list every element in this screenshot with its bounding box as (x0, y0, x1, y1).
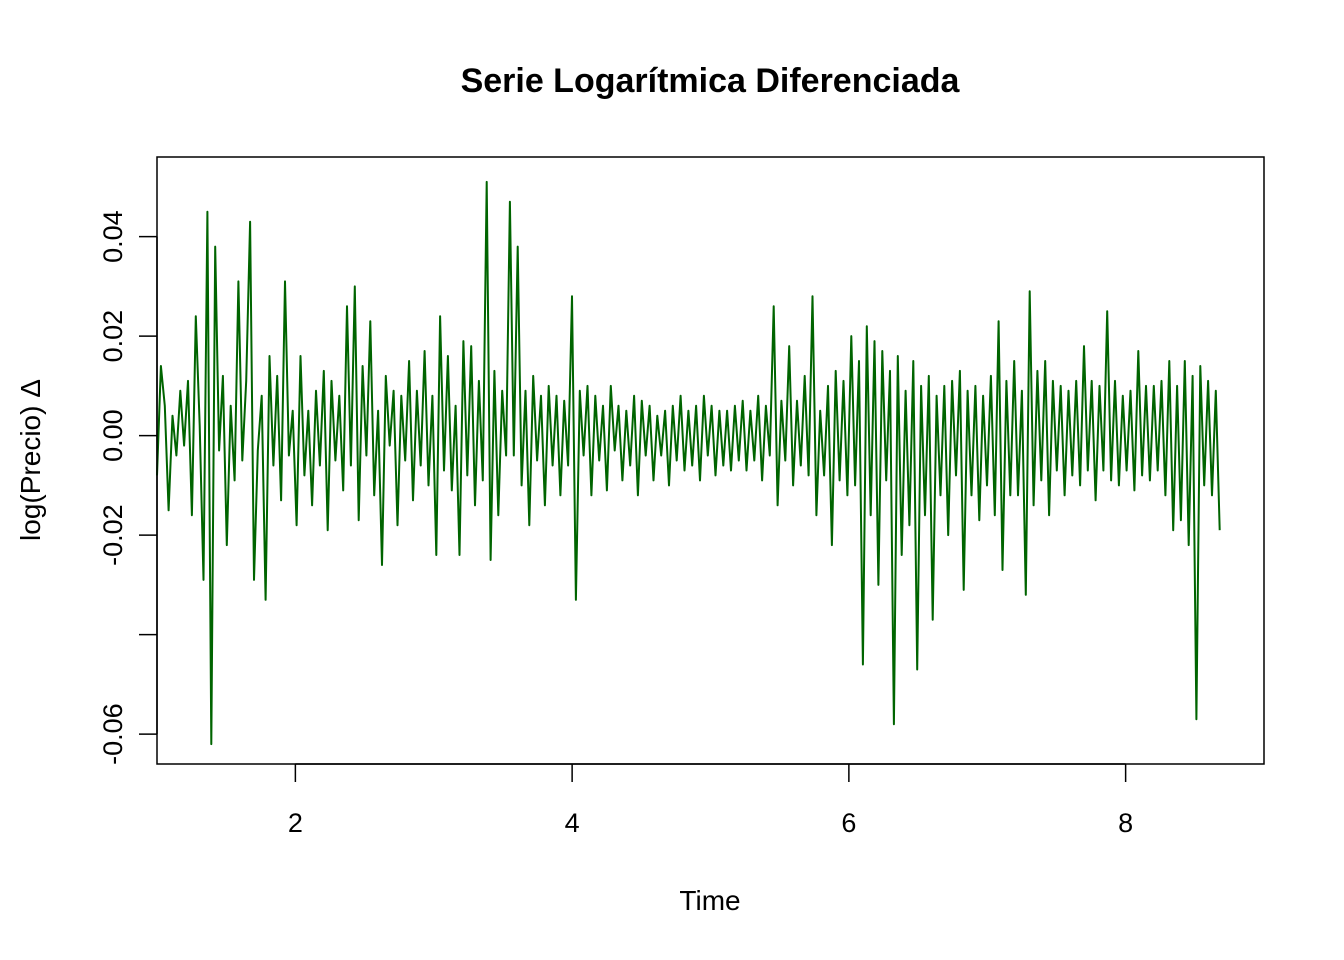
x-tick-label: 6 (841, 808, 856, 838)
x-axis-label: Time (679, 885, 740, 916)
series-line-0 (156, 180, 1221, 746)
y-tick-label: 0.04 (98, 210, 128, 263)
y-tick-label: 0.00 (98, 409, 128, 462)
y-axis: -0.06 -0.02 0.00 0.02 0.04 (98, 210, 158, 765)
x-tick-label: 8 (1118, 808, 1133, 838)
y-tick-label: -0.06 (98, 703, 128, 765)
y-tick-label: -0.02 (98, 504, 128, 566)
series-layer (156, 180, 1221, 746)
y-axis-label: log(Precio) Δ (15, 379, 46, 541)
x-axis: 2 4 6 8 (288, 763, 1133, 838)
x-tick-label: 2 (288, 808, 303, 838)
y-tick-label: 0.02 (98, 310, 128, 363)
chart-title: Serie Logarítmica Diferenciada (461, 62, 961, 100)
x-tick-label: 4 (565, 808, 580, 838)
